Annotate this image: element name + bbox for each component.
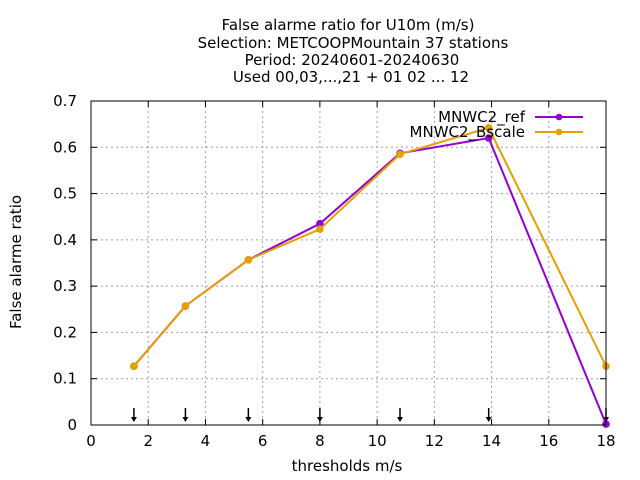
threshold-marker-head: [397, 417, 403, 422]
y-tick-label: 0.5: [53, 185, 77, 203]
x-tick-label: 18: [596, 432, 615, 450]
axis-ticks: 0 2 4 6 8 10 12 14 16 18 0 0.1 0.2 0.3 0.4 0.5 0.6 0.7: [53, 92, 615, 450]
legend-marker-2: [555, 128, 563, 136]
chart-title: False alarme ratio for U10m (m/s) Select…: [198, 16, 509, 86]
y-tick-label: 0.7: [53, 92, 77, 110]
title-line-1: False alarme ratio for U10m (m/s): [222, 16, 475, 34]
x-tick-label: 4: [201, 432, 211, 450]
series-2-point: [130, 362, 138, 371]
x-tick-label: 14: [482, 432, 501, 450]
title-line-4: Used 00,03,...,21 + 01 02 ... 12: [233, 68, 469, 86]
series-2-point: [316, 225, 324, 234]
series-line-2: [133, 126, 607, 367]
plot-border: [90, 100, 607, 426]
series-1-point: [484, 134, 493, 142]
x-tick-label: 2: [143, 432, 153, 450]
threshold-marker-head: [182, 417, 189, 422]
x-tick-label: 10: [368, 432, 387, 450]
x-tick-label: 0: [86, 432, 96, 450]
x-axis-label: thresholds m/s: [292, 457, 403, 475]
x-tick-label: 6: [258, 432, 268, 450]
y-tick-label: 0: [67, 416, 77, 434]
title-line-3: Period: 20240601-20240630: [245, 51, 460, 69]
threshold-marker-head: [316, 417, 323, 422]
series-2-point: [484, 124, 493, 132]
y-tick-label: 0.4: [53, 231, 77, 249]
series: [130, 124, 610, 428]
legend-label-1: MNWC2_ref: [438, 108, 526, 127]
threshold-marker-head: [485, 417, 492, 422]
y-tick-label: 0.3: [53, 277, 77, 295]
grid: [91, 101, 606, 425]
threshold-markers: [130, 408, 609, 422]
legend-label-2: MNWC2_Bscale: [410, 123, 525, 142]
y-tick-label: 0.6: [53, 138, 77, 156]
legend-marker-1: [555, 113, 563, 121]
y-tick-label: 0.1: [53, 370, 77, 388]
title-line-2: Selection: METCOOPMountain 37 stations: [198, 34, 509, 52]
series-line-1: [133, 137, 607, 425]
threshold-marker-head: [130, 417, 137, 422]
y-axis-label: False alarme ratio: [7, 195, 25, 329]
x-tick-label: 16: [539, 432, 558, 450]
x-tick-label: 12: [425, 432, 444, 450]
threshold-marker-head: [245, 417, 252, 422]
series-2-point: [244, 255, 253, 264]
series-2-point: [181, 302, 190, 310]
series-2-point: [396, 150, 404, 159]
y-tick-label: 0.2: [53, 323, 77, 341]
x-tick-label: 8: [315, 432, 325, 450]
